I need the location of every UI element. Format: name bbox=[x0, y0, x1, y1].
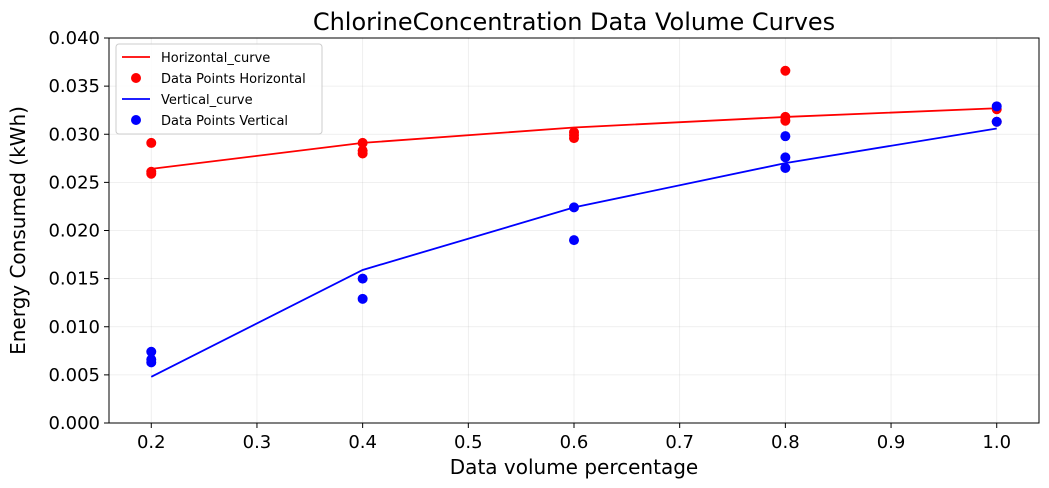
series-layer bbox=[146, 65, 1002, 378]
y-tick-label: 0.010 bbox=[48, 317, 100, 338]
legend-label: Data Points Vertical bbox=[161, 114, 288, 129]
x-tick-label: 0.8 bbox=[771, 432, 800, 453]
legend-label: Horizontal_curve bbox=[161, 51, 270, 66]
y-tick-label: 0.015 bbox=[48, 269, 100, 290]
y-tick-label: 0.000 bbox=[48, 413, 100, 434]
x-tick-label: 0.7 bbox=[665, 432, 694, 453]
data-point bbox=[357, 273, 368, 284]
x-tick-label: 0.4 bbox=[348, 432, 377, 453]
data-point bbox=[991, 116, 1002, 127]
data-point bbox=[569, 133, 579, 144]
legend: Horizontal_curve Data Points Horizontal Ve… bbox=[115, 43, 323, 135]
data-point bbox=[146, 346, 157, 357]
x-tick-label: 1.0 bbox=[982, 432, 1011, 453]
data-point bbox=[780, 162, 791, 173]
x-tick-label: 0.3 bbox=[243, 432, 272, 453]
data-point bbox=[357, 148, 368, 159]
y-tick-label: 0.030 bbox=[48, 124, 100, 145]
data-point bbox=[569, 202, 579, 213]
y-tick-label: 0.005 bbox=[48, 365, 100, 386]
x-tick-label: 0.6 bbox=[560, 432, 589, 453]
y-tick-label: 0.035 bbox=[48, 76, 100, 97]
y-tick-label: 0.020 bbox=[48, 221, 100, 242]
legend-label: Data Points Horizontal bbox=[161, 72, 306, 87]
data-point bbox=[780, 65, 791, 76]
data-point bbox=[146, 168, 157, 179]
x-tick-label: 0.2 bbox=[137, 432, 166, 453]
data-point bbox=[146, 357, 157, 368]
legend-marker-swatch bbox=[131, 73, 141, 83]
legend-label: Vertical_curve bbox=[161, 93, 253, 108]
data-point bbox=[780, 152, 791, 163]
data-point bbox=[569, 235, 579, 246]
data-point bbox=[780, 115, 791, 126]
data-point bbox=[357, 293, 368, 304]
chart-title: ChlorineConcentration Data Volume Curves bbox=[313, 8, 835, 36]
data-point bbox=[780, 131, 791, 142]
axis-ticks: 0.2 0.3 0.4 0.5 0.6 0.7 0.8 0.9 1.0 0.000 0.005 0.0… bbox=[48, 28, 1011, 453]
y-tick-label: 0.025 bbox=[48, 172, 100, 193]
x-tick-label: 0.9 bbox=[877, 432, 906, 453]
data-point bbox=[357, 137, 368, 148]
x-axis-label: Data volume percentage bbox=[450, 455, 698, 479]
y-axis-label: Energy Consumed (kWh) bbox=[6, 106, 30, 355]
y-tick-label: 0.040 bbox=[48, 28, 100, 49]
legend-marker-swatch bbox=[131, 115, 141, 125]
data-point bbox=[991, 101, 1002, 112]
data-point bbox=[146, 137, 157, 148]
legend-box bbox=[115, 43, 323, 135]
x-tick-label: 0.5 bbox=[454, 432, 483, 453]
